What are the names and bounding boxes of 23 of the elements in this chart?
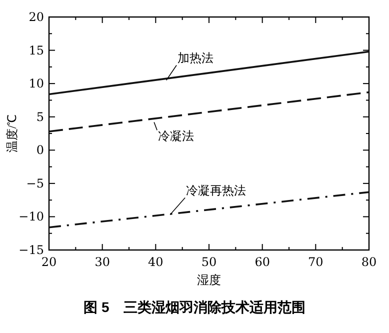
y-tick-label: 20 (28, 10, 44, 24)
x-tick-label: 70 (308, 255, 324, 269)
y-tick-label: −15 (18, 243, 44, 257)
annotation: 冷凝法 (158, 129, 194, 144)
y-tick-label: −10 (18, 210, 44, 224)
y-axis-title: 温度/℃ (5, 114, 19, 153)
y-tick-label: 5 (36, 110, 44, 124)
annotation: 冷凝再热法 (170, 184, 246, 216)
text: 图 5 三类湿烟羽消除技术适用范围 (84, 299, 306, 315)
y-tick-label: 15 (28, 43, 44, 58)
annotation: 冷凝再热法 (186, 184, 246, 198)
y-tick-label: 10 (28, 76, 44, 91)
annotation: 加热法 (166, 51, 214, 81)
annotation: 加热法 (178, 51, 214, 66)
x-tick-label: 60 (254, 255, 270, 269)
x-axis-title: 湿度 (197, 273, 221, 287)
y-tick-label: 0 (36, 143, 44, 158)
annotation: 冷凝法 (154, 122, 194, 144)
x-tick-label: 50 (201, 255, 217, 269)
x-tick-label: 40 (148, 255, 164, 269)
x-tick-label: 80 (361, 255, 377, 269)
y-tick-label: −5 (26, 176, 44, 190)
x-tick-label: 30 (94, 255, 110, 269)
